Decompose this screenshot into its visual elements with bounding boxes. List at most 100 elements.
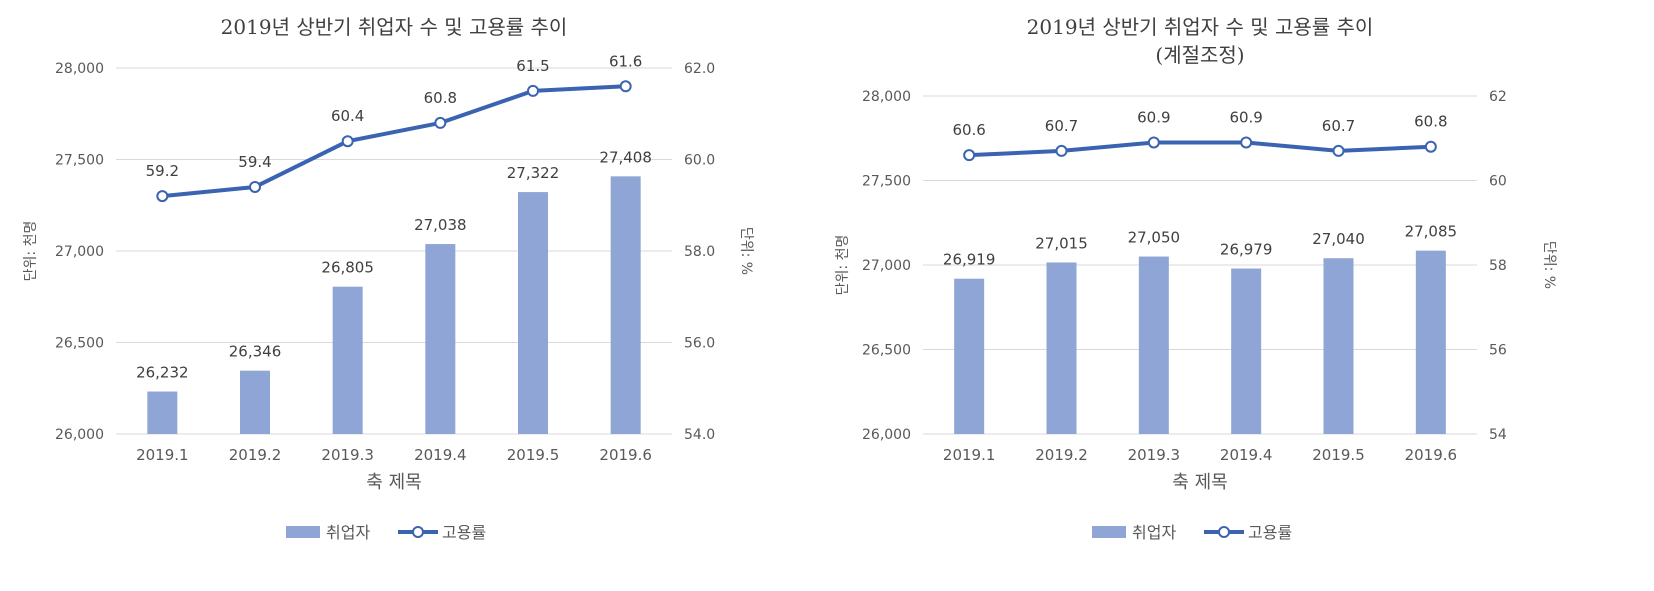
x-tick-label: 2019.1	[136, 446, 189, 464]
bar-data-label: 27,408	[599, 148, 652, 166]
line-point	[1147, 136, 1160, 149]
x-tick-label: 2019.6	[1405, 446, 1458, 464]
x-tick-label: 2019.2	[229, 446, 282, 464]
legend-label-bar: 취업자	[1132, 523, 1176, 542]
bar	[1231, 268, 1262, 434]
line-point	[156, 190, 169, 203]
line-point	[1332, 144, 1345, 157]
y-tick-label: 26,000	[862, 427, 911, 443]
bar	[610, 176, 641, 434]
bar-data-label: 27,038	[414, 216, 467, 234]
y-tick-label: 28,000	[862, 89, 911, 105]
line-point	[1424, 140, 1437, 153]
line-data-label: 60.8	[424, 89, 457, 107]
line-series-gorate	[969, 140, 1431, 158]
bar-data-label: 27,322	[507, 164, 560, 182]
y-tick-label: 26,500	[55, 336, 104, 352]
line-point	[434, 116, 447, 129]
y2-tick-label: 54.0	[684, 427, 715, 443]
bar-data-label: 27,015	[1035, 234, 1088, 252]
bar	[425, 244, 456, 434]
bar-data-label: 27,040	[1312, 230, 1365, 248]
line-data-label: 60.4	[331, 107, 364, 125]
line-data-label: 60.8	[1414, 113, 1447, 131]
y-tick-label: 27,500	[55, 153, 104, 169]
chart-right: 2019년 상반기 취업자 수 및 고용률 추이 (계절조정) 26,000 54 26…	[835, 15, 1557, 542]
y2-tick-label: 56.0	[684, 336, 715, 352]
line-data-label: 61.6	[609, 52, 642, 70]
y-axis-title: 단위: 천명	[23, 221, 39, 282]
line-data-label: 60.6	[952, 121, 985, 139]
bar	[1415, 250, 1446, 434]
x-tick-label: 2019.1	[943, 446, 996, 464]
line-point	[619, 80, 632, 93]
line-data-label: 60.9	[1229, 108, 1262, 126]
bar	[518, 192, 548, 434]
line-data-label: 61.5	[516, 57, 549, 75]
legend-label-line: 고용률	[1248, 523, 1292, 542]
legend-label-line: 고용률	[442, 523, 486, 542]
y-tick-label: 27,000	[862, 258, 911, 274]
bar-data-label: 26,919	[943, 251, 996, 269]
legend-marker-line	[1218, 526, 1230, 538]
y2-tick-label: 56	[1489, 343, 1507, 359]
y2-tick-label: 62.0	[684, 61, 715, 77]
bar-data-label: 26,232	[136, 364, 189, 382]
y2-axis-title: 단위: %	[738, 227, 754, 275]
line-point	[527, 84, 539, 97]
line-data-label: 60.9	[1137, 108, 1170, 126]
x-tick-label: 2019.3	[321, 446, 374, 464]
bar-data-label: 26,805	[321, 259, 374, 277]
line-data-label: 60.7	[1045, 117, 1078, 135]
bar	[954, 278, 985, 434]
line-data-label: 59.2	[146, 162, 179, 180]
bar	[147, 391, 178, 434]
x-tick-label: 2019.4	[414, 446, 467, 464]
x-tick-label: 2019.5	[507, 446, 560, 464]
x-tick-label: 2019.5	[1312, 446, 1365, 464]
chart-title: 2019년 상반기 취업자 수 및 고용률 추이	[221, 15, 568, 39]
chart-title: 2019년 상반기 취업자 수 및 고용률 추이	[1027, 15, 1374, 39]
x-tick-label: 2019.3	[1128, 446, 1181, 464]
bar-data-label: 27,085	[1405, 223, 1458, 241]
line-point	[341, 135, 354, 148]
chart-subtitle: (계절조정)	[1155, 43, 1244, 67]
bar-data-label: 27,050	[1128, 229, 1181, 247]
line-point	[1055, 144, 1068, 157]
y2-tick-label: 54	[1489, 427, 1507, 443]
y-tick-label: 26,000	[55, 427, 104, 443]
y2-axis-title: 단위: %	[1541, 241, 1557, 289]
x-tick-label: 2019.6	[599, 446, 652, 464]
line-point	[963, 149, 976, 162]
y2-tick-label: 58	[1489, 258, 1507, 274]
line-point	[249, 180, 261, 193]
bar	[332, 286, 363, 434]
x-tick-label: 2019.2	[1035, 446, 1088, 464]
bar-data-label: 26,346	[229, 343, 282, 361]
y-tick-label: 28,000	[55, 61, 104, 77]
y2-tick-label: 58.0	[684, 244, 715, 260]
line-point	[1240, 136, 1253, 149]
bar	[1046, 262, 1077, 434]
bar	[1323, 258, 1354, 434]
y-axis-title: 단위: 천명	[835, 235, 851, 296]
bar	[1138, 256, 1169, 434]
y2-tick-label: 60.0	[684, 153, 715, 169]
y-tick-label: 27,500	[862, 174, 911, 190]
y-tick-label: 26,500	[862, 343, 911, 359]
y2-tick-label: 62	[1489, 89, 1507, 105]
y2-tick-label: 60	[1489, 174, 1507, 190]
legend-swatch-bar	[1092, 526, 1126, 538]
line-data-label: 59.4	[238, 153, 271, 171]
legend-marker-line	[412, 526, 424, 538]
y-tick-label: 27,000	[55, 244, 104, 260]
x-tick-label: 2019.4	[1220, 446, 1273, 464]
legend-swatch-bar	[286, 526, 320, 538]
legend-label-bar: 취업자	[326, 523, 370, 542]
x-axis-title: 축 제목	[366, 472, 421, 493]
line-data-label: 60.7	[1322, 117, 1355, 135]
chart-left: 2019년 상반기 취업자 수 및 고용률 추이 26,000 54.0 26,500…	[23, 15, 754, 542]
bar	[240, 370, 270, 434]
line-series-gorate	[162, 84, 626, 199]
